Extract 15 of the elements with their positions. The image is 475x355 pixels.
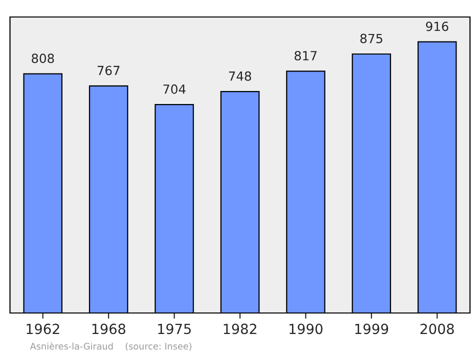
- data-label: 748: [229, 71, 252, 81]
- data-label: 916: [426, 22, 448, 32]
- data-label: 767: [98, 66, 120, 76]
- data-label: 875: [360, 34, 382, 44]
- data-label: 817: [294, 50, 317, 60]
- x-tick-label: 1975: [158, 324, 191, 334]
- data-label: 704: [163, 84, 186, 94]
- x-tick-label: 1999: [355, 324, 388, 334]
- x-tick-label: 1962: [26, 324, 60, 334]
- text: Asnières-la-Giraud (source: Insee): [30, 342, 192, 351]
- data-label: 808: [32, 54, 54, 64]
- x-tick-label: 1968: [92, 324, 126, 334]
- x-tick-label: 2008: [420, 324, 454, 334]
- x-tick-label: 1990: [290, 324, 322, 334]
- x-tick-label: 1982: [224, 324, 256, 334]
